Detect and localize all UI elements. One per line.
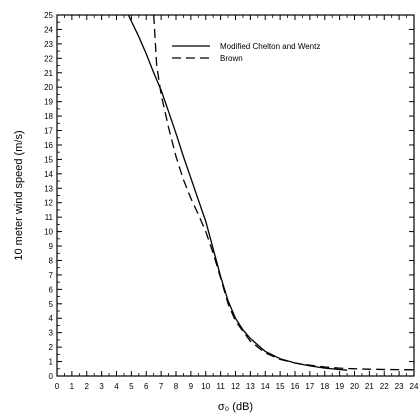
x-tick-label: 13 <box>246 382 255 391</box>
y-tick-label: 22 <box>44 54 53 63</box>
y-tick-label: 8 <box>49 256 54 265</box>
y-tick-label: 11 <box>45 213 54 222</box>
x-tick-label: 8 <box>174 382 179 391</box>
y-axis-title: 10 meter wind speed (m/s) <box>13 130 25 260</box>
x-tick-label: 6 <box>144 382 149 391</box>
x-tick-label: 19 <box>335 382 344 391</box>
y-tick-label: 6 <box>49 285 54 294</box>
x-tick-label: 21 <box>365 382 374 391</box>
y-tick-label: 0 <box>49 372 54 381</box>
x-tick-label: 12 <box>231 382 240 391</box>
x-axis-title: σ₀ (dB) <box>218 401 253 413</box>
x-tick-label: 24 <box>410 382 419 391</box>
legend-label: Brown <box>220 54 243 63</box>
y-tick-label: 2 <box>49 343 54 352</box>
y-tick-label: 7 <box>49 271 54 280</box>
y-tick-label: 3 <box>49 329 54 338</box>
series-lines <box>127 14 415 371</box>
y-tick-label: 9 <box>49 242 54 251</box>
x-tick-label: 18 <box>320 382 329 391</box>
y-tick-label: 25 <box>44 11 53 20</box>
x-tick-label: 2 <box>85 382 90 391</box>
y-tick-label: 12 <box>44 199 53 208</box>
x-tick-label: 20 <box>350 382 359 391</box>
y-tick-label: 23 <box>44 40 53 49</box>
y-tick-label: 10 <box>44 228 53 237</box>
x-tick-label: 0 <box>55 382 60 391</box>
x-axis-ticks: 0 1 2 3 4 5 6 7 8 9 10 11 12 13 14 15 16 17 18 19 20 21 22 23 24 <box>55 15 419 391</box>
x-tick-label: 9 <box>189 382 194 391</box>
x-tick-label: 1 <box>70 382 75 391</box>
series-line-0 <box>127 14 348 371</box>
series-line-1 <box>153 14 415 371</box>
x-tick-label: 10 <box>201 382 210 391</box>
x-tick-label: 15 <box>276 382 285 391</box>
legend: Modified Chelton and Wentz Brown <box>172 42 320 63</box>
x-tick-label: 16 <box>291 382 300 391</box>
x-tick-label: 17 <box>305 382 314 391</box>
y-tick-label: 21 <box>44 69 53 78</box>
x-tick-label: 7 <box>159 382 164 391</box>
x-tick-label: 23 <box>395 382 404 391</box>
y-tick-label: 15 <box>44 155 53 164</box>
plot-frame <box>56 14 415 377</box>
y-tick-label: 16 <box>44 141 53 150</box>
x-tick-label: 5 <box>129 382 134 391</box>
legend-label: Modified Chelton and Wentz <box>220 42 320 51</box>
y-tick-label: 19 <box>44 98 53 107</box>
x-tick-label: 22 <box>380 382 389 391</box>
x-tick-label: 14 <box>261 382 270 391</box>
y-axis-ticks: 0123456789101112131415161718192021222324… <box>44 11 414 381</box>
x-tick-label: 4 <box>114 382 119 391</box>
y-tick-label: 14 <box>44 170 53 179</box>
y-tick-label: 24 <box>44 25 53 34</box>
y-tick-label: 13 <box>44 184 53 193</box>
y-tick-label: 4 <box>49 314 54 323</box>
x-tick-label: 11 <box>216 382 225 391</box>
x-tick-label: 3 <box>99 382 104 391</box>
y-tick-label: 5 <box>49 300 54 309</box>
y-tick-label: 17 <box>44 127 53 136</box>
y-tick-label: 20 <box>44 83 53 92</box>
y-tick-label: 1 <box>49 358 54 367</box>
y-tick-label: 18 <box>44 112 53 121</box>
